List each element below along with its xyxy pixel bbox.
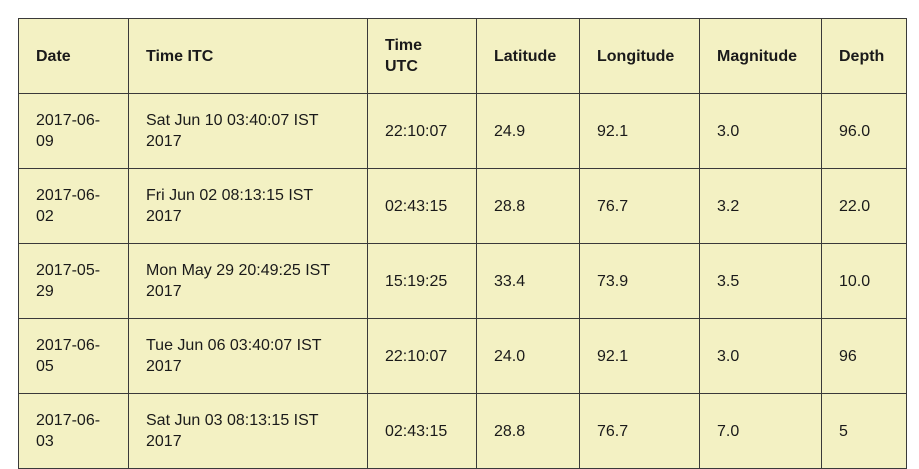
cell-longitude: 76.7 [579, 168, 700, 244]
header-magnitude: Magnitude [699, 18, 822, 94]
cell-depth: 22.0 [821, 168, 907, 244]
cell-time-itc: Sat Jun 03 08:13:15 IST 2017 [128, 393, 368, 469]
cell-longitude: 92.1 [579, 93, 700, 169]
header-longitude: Longitude [579, 18, 700, 94]
cell-date: 2017-06-02 [18, 168, 129, 244]
cell-date: 2017-06-03 [18, 393, 129, 469]
cell-date: 2017-06-05 [18, 318, 129, 394]
header-time-itc: Time ITC [128, 18, 368, 94]
cell-magnitude: 7.0 [699, 393, 822, 469]
cell-time-utc: 02:43:15 [367, 393, 477, 469]
earthquake-table-container: Date Time ITC Time UTC Latitude Longitud… [18, 18, 907, 469]
cell-depth: 96.0 [821, 93, 907, 169]
cell-magnitude: 3.5 [699, 243, 822, 319]
header-row: Date Time ITC Time UTC Latitude Longitud… [18, 18, 907, 94]
header-depth: Depth [821, 18, 907, 94]
table-row: 2017-05-29 Mon May 29 20:49:25 IST 2017 … [18, 243, 907, 319]
table-row: 2017-06-09 Sat Jun 10 03:40:07 IST 2017 … [18, 93, 907, 169]
table-row: 2017-06-02 Fri Jun 02 08:13:15 IST 2017 … [18, 168, 907, 244]
cell-time-itc: Mon May 29 20:49:25 IST 2017 [128, 243, 368, 319]
cell-latitude: 28.8 [476, 393, 580, 469]
table-row: 2017-06-05 Tue Jun 06 03:40:07 IST 2017 … [18, 318, 907, 394]
cell-magnitude: 3.2 [699, 168, 822, 244]
cell-latitude: 24.0 [476, 318, 580, 394]
cell-magnitude: 3.0 [699, 93, 822, 169]
cell-longitude: 76.7 [579, 393, 700, 469]
cell-time-utc: 22:10:07 [367, 93, 477, 169]
cell-date: 2017-06-09 [18, 93, 129, 169]
cell-depth: 5 [821, 393, 907, 469]
cell-longitude: 92.1 [579, 318, 700, 394]
cell-time-utc: 02:43:15 [367, 168, 477, 244]
cell-latitude: 33.4 [476, 243, 580, 319]
table-row: 2017-06-03 Sat Jun 03 08:13:15 IST 2017 … [18, 393, 907, 469]
cell-depth: 10.0 [821, 243, 907, 319]
header-time-utc: Time UTC [367, 18, 477, 94]
cell-time-itc: Tue Jun 06 03:40:07 IST 2017 [128, 318, 368, 394]
header-latitude: Latitude [476, 18, 580, 94]
cell-longitude: 73.9 [579, 243, 700, 319]
cell-date: 2017-05-29 [18, 243, 129, 319]
cell-time-itc: Sat Jun 10 03:40:07 IST 2017 [128, 93, 368, 169]
cell-depth: 96 [821, 318, 907, 394]
cell-latitude: 24.9 [476, 93, 580, 169]
cell-time-utc: 22:10:07 [367, 318, 477, 394]
cell-magnitude: 3.0 [699, 318, 822, 394]
header-date: Date [18, 18, 129, 94]
cell-time-utc: 15:19:25 [367, 243, 477, 319]
earthquake-table: Date Time ITC Time UTC Latitude Longitud… [18, 18, 907, 469]
cell-time-itc: Fri Jun 02 08:13:15 IST 2017 [128, 168, 368, 244]
cell-latitude: 28.8 [476, 168, 580, 244]
